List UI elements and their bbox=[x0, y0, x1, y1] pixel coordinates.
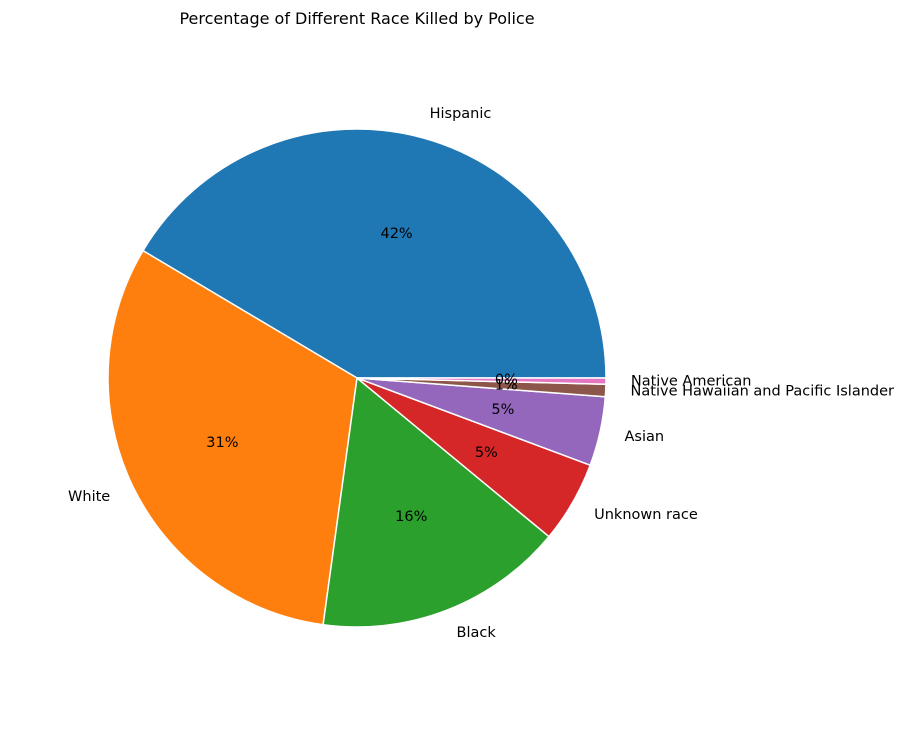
slice-label-unknown-race: Unknown race bbox=[594, 507, 698, 523]
slice-percent-hispanic: 42% bbox=[380, 226, 412, 242]
slice-label-hispanic: Hispanic bbox=[430, 106, 492, 122]
slice-percent-native-hawaiian-and-pacific-islander: 1% bbox=[495, 377, 518, 393]
pie-slice-hispanic bbox=[142, 128, 607, 379]
pie-wedges bbox=[107, 128, 607, 628]
pie-slice-white bbox=[107, 249, 358, 626]
pie-labels: Hispanic 42% White 31% Black 16% Unknown race 5… bbox=[68, 106, 894, 641]
slice-percent-black: 16% bbox=[395, 509, 427, 525]
slice-label-native-american: Native American bbox=[631, 373, 752, 389]
slice-label-asian: Asian bbox=[625, 429, 665, 445]
pie-slice-native-american bbox=[356, 377, 607, 386]
slice-percent-white: 31% bbox=[206, 435, 238, 451]
slice-label-black: Black bbox=[457, 625, 497, 641]
slice-percent-unknown-race: 5% bbox=[475, 445, 498, 461]
slice-label-white: White bbox=[68, 489, 110, 505]
pie-slice-black bbox=[322, 377, 550, 628]
slice-percent-native-american: 0% bbox=[495, 372, 518, 388]
chart-title: Percentage of Different Race Killed by P… bbox=[179, 9, 534, 28]
slice-percent-asian: 5% bbox=[491, 402, 514, 418]
slice-label-native-hawaiian-and-pacific-islander: Native Hawaiian and Pacific Islander bbox=[631, 384, 894, 400]
